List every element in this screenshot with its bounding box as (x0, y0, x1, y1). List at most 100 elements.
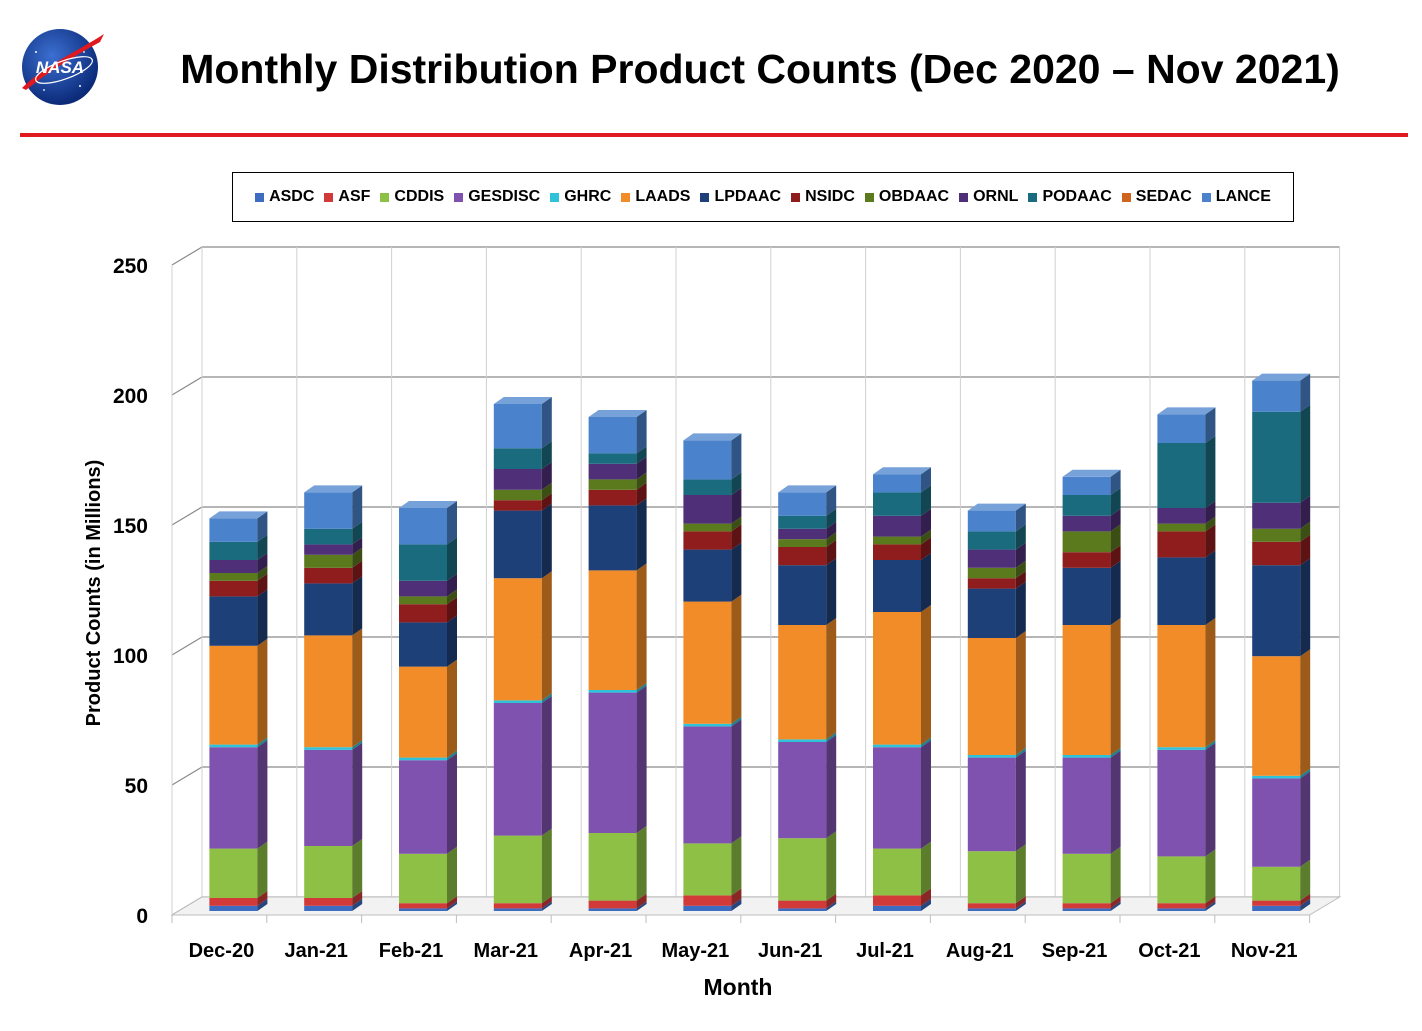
bar-face (493, 489, 542, 501)
bar-face (588, 900, 637, 909)
bar-segment-ghrc (683, 716, 742, 727)
legend-label: LANCE (1215, 188, 1271, 205)
bar-side (1205, 742, 1216, 857)
chart-legend: ASDC ASF CDDIS GESDISC GHRC LAADS LPDAAC NSIDC O… (232, 172, 1294, 222)
bar-side (1300, 649, 1311, 776)
bar-face (778, 547, 827, 566)
legend-label: SEDAC (1135, 188, 1192, 205)
bar-side (257, 891, 268, 906)
bar-top (588, 410, 647, 417)
legend-label: PODAAC (1042, 188, 1112, 205)
bar-face (683, 601, 732, 724)
bar-segment-asf (399, 896, 457, 909)
bar-segment-lpdaac (1157, 550, 1216, 625)
bar-side (921, 537, 931, 560)
bar-stack (588, 410, 647, 911)
bar-side (731, 888, 742, 906)
bar-face (493, 469, 542, 490)
x-tick-label: Feb-21 (379, 940, 443, 962)
bar-side (447, 896, 457, 909)
bar-face (1252, 775, 1301, 779)
bar-side (447, 537, 457, 581)
bar-segment-nsidc (1157, 524, 1216, 558)
bar-segment-asdc (1252, 898, 1311, 911)
bar-segment-obdaac (1062, 524, 1121, 553)
bar-top (399, 501, 457, 508)
bar-segment-ornl (399, 573, 457, 597)
bar-side (447, 750, 457, 761)
bar-stack (778, 485, 837, 911)
bar-side (257, 566, 268, 581)
bar-side (636, 498, 647, 571)
bar-face (1252, 380, 1301, 412)
legend-item-obdaac: OBDAAC (864, 188, 949, 206)
bar-side (257, 553, 268, 573)
bar-segment-asdc (209, 898, 268, 911)
legend-swatch (454, 192, 464, 202)
bar-segment-gesdisc (778, 735, 837, 839)
bar-segment-asf (209, 891, 268, 906)
legend-swatch (1028, 192, 1038, 202)
bar-segment-lpdaac (493, 503, 552, 579)
bar-side (1110, 750, 1121, 854)
bar-segment-ghrc (1062, 748, 1121, 758)
bar-side (541, 462, 552, 490)
bar-face (873, 492, 921, 516)
bar-segment-asdc (873, 898, 931, 911)
bar-side (352, 891, 363, 906)
bar-face (399, 622, 447, 667)
bar-side (636, 472, 647, 490)
x-tick-label: Sep-21 (1042, 940, 1108, 962)
bar-side (1300, 373, 1311, 412)
bar-segment-gesdisc (873, 740, 931, 849)
bar-face (778, 625, 827, 740)
nasa-logo: NASA (22, 29, 104, 105)
bar-side (352, 740, 363, 750)
bar-segment-lpdaac (588, 498, 647, 571)
bar-face (209, 560, 258, 573)
bar-side (1300, 771, 1311, 867)
bar-side (636, 683, 647, 693)
bar-face (1062, 476, 1111, 495)
bar-segment-podaac (304, 521, 363, 545)
bar-face (209, 573, 258, 581)
bar-side (636, 410, 647, 454)
bar-side (352, 485, 363, 529)
bar-face (209, 898, 258, 906)
bar-segment-nsidc (778, 540, 837, 566)
bar-segment-cddis (967, 844, 1026, 904)
bar-face (778, 739, 827, 742)
bar-segment-lance (399, 501, 457, 545)
bar-face (683, 549, 732, 602)
bar-side (447, 901, 457, 911)
bar-segment-nsidc (209, 573, 268, 597)
bar-face (304, 747, 353, 750)
bar-face (304, 492, 353, 529)
bar-side (1300, 859, 1311, 901)
bar-side (1205, 524, 1216, 558)
bar-side (447, 597, 457, 623)
bar-segment-laads (209, 638, 268, 745)
bar-segment-ornl (304, 537, 363, 555)
bar-face (399, 903, 447, 909)
gridline-depth (171, 376, 203, 396)
legend-swatch (255, 192, 265, 202)
bar-segment-ghrc (967, 748, 1026, 758)
bar-face (778, 492, 827, 516)
bar-face (967, 757, 1016, 852)
bar-face (588, 833, 637, 901)
bar-segment-nsidc (493, 493, 552, 511)
bar-segment-podaac (873, 485, 931, 516)
gridlines (170, 246, 1342, 923)
bar-side (1300, 495, 1311, 529)
bar-side (257, 573, 268, 597)
bar-face (1062, 552, 1111, 568)
bar-side (541, 696, 552, 836)
bar-face (493, 510, 542, 579)
bar-segment-lpdaac (1062, 560, 1121, 625)
x-tick-label: Nov-21 (1231, 940, 1298, 962)
bar-face (588, 505, 637, 571)
x-tick-label: Mar-21 (474, 940, 538, 962)
bar-side (1015, 844, 1026, 904)
bar-segment-lpdaac (399, 615, 457, 667)
